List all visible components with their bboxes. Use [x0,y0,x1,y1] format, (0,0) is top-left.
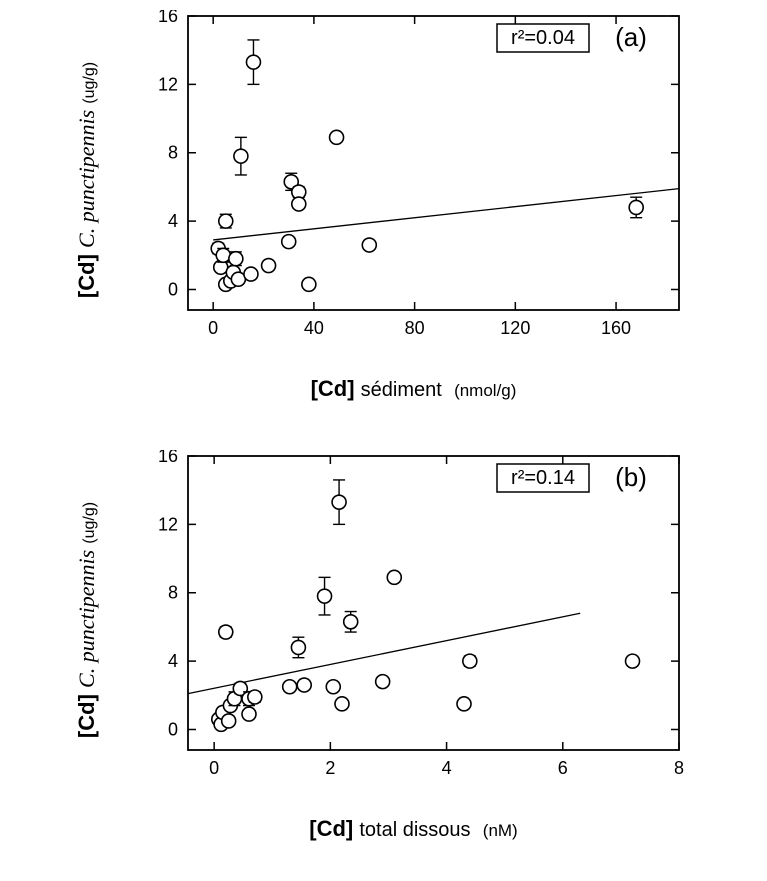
xlabel-unit-a: (nmol/g) [454,381,516,400]
xlabel-unit-b: (nM) [483,821,518,840]
plot-border [188,456,679,750]
x-tick-label: 4 [442,758,452,778]
data-point [242,707,256,721]
y-tick-label: 12 [158,514,178,534]
x-axis-label-b: [Cd] total dissous (nM) [140,816,687,850]
y-tick-label: 8 [168,583,178,603]
data-point [629,200,643,214]
data-point [318,589,332,603]
data-point [376,675,390,689]
xlabel-main-b: [Cd] [309,816,353,841]
x-tick-label: 40 [304,318,324,338]
y-tick-label: 8 [168,143,178,163]
plot-area-b: 0 2 4 6 8 0 4 8 12 16 r²=0.14 (b) [140,450,687,790]
r2-text: r²=0.14 [511,467,575,489]
data-point [244,267,258,281]
data-point [457,697,471,711]
x-tick-label: 2 [325,758,335,778]
data-point [246,55,260,69]
x-tick-label: 0 [209,758,219,778]
chart-svg: 0 2 4 6 8 0 4 8 12 16 r²=0.14 (b) [140,450,687,790]
data-point [219,214,233,228]
x-tick-label: 6 [558,758,568,778]
y-tick-label: 4 [168,211,178,231]
data-point [330,130,344,144]
data-point [297,678,311,692]
y-tick-label: 0 [168,719,178,739]
data-point [326,680,340,694]
data-point [332,495,346,509]
data-point [344,615,358,629]
chart-svg: 0 40 80 120 160 0 4 8 12 16 r²=0.04 (a) [140,10,687,350]
data-point [626,654,640,668]
ylabel-main-b: [Cd] [75,694,100,738]
ylabel-unit-b: (ug/g) [82,502,99,544]
data-point [229,252,243,266]
y-tick-label: 16 [158,10,178,26]
data-point [387,570,401,584]
r2-text: r²=0.04 [511,27,575,49]
xlabel-sub-a: sédiment [361,379,442,401]
y-tick-label: 0 [168,279,178,299]
ylabel-species-b: C. punctipennis [75,550,100,688]
xlabel-main-a: [Cd] [311,376,355,401]
ylabel-species-a: C. punctipennis [75,110,100,248]
x-tick-label: 0 [208,318,218,338]
data-point [248,690,262,704]
plot-area-a: 0 40 80 120 160 0 4 8 12 16 r²=0.04 (a) [140,10,687,350]
x-axis-label-a: [Cd] sédiment (nmol/g) [140,376,687,410]
data-point [362,238,376,252]
data-point [463,654,477,668]
x-tick-label: 160 [601,318,631,338]
data-point [283,680,297,694]
y-tick-label: 12 [158,74,178,94]
x-tick-label: 120 [500,318,530,338]
data-point [291,640,305,654]
data-point [335,697,349,711]
data-point [262,259,276,273]
data-point [282,235,296,249]
x-tick-label: 80 [405,318,425,338]
y-tick-label: 4 [168,651,178,671]
data-point [234,149,248,163]
panel-label: (b) [615,462,647,492]
data-point [222,714,236,728]
data-point [302,277,316,291]
data-point [216,248,230,262]
ylabel-main-a: [Cd] [75,254,100,298]
ylabel-unit-a: (ug/g) [82,62,99,104]
panel-b: [Cd] C. punctipennis (ug/g) 0 2 4 6 8 0 4 8 12 16… [60,450,707,850]
trend-line [213,189,679,240]
data-point [219,625,233,639]
y-tick-label: 16 [158,450,178,466]
y-axis-label-b: [Cd] C. punctipennis (ug/g) [60,450,115,790]
panel-a: [Cd] C. punctipennis (ug/g) 040801201600… [60,10,707,410]
data-point [292,197,306,211]
x-tick-label: 8 [674,758,684,778]
y-axis-label-a: [Cd] C. punctipennis (ug/g) [60,10,115,350]
panel-label: (a) [615,22,647,52]
xlabel-sub-b: total dissous [359,819,470,841]
figure-page: [Cd] C. punctipennis (ug/g) 040801201600… [0,0,767,881]
